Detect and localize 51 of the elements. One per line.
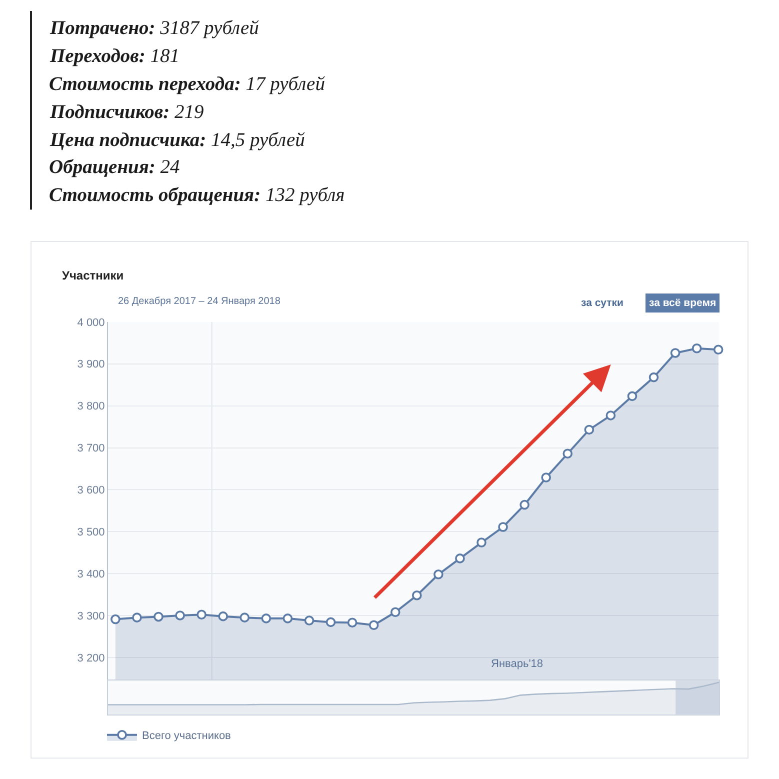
legend-label: Всего участников — [142, 730, 232, 742]
point — [154, 612, 164, 622]
y-tick-label: 3 300 — [77, 610, 105, 622]
text: Потрачено: 3187 рублей — [49, 18, 260, 39]
text: Подписчиков: 219 — [49, 102, 204, 123]
text: Переходов: 181 — [49, 46, 180, 67]
point — [520, 500, 530, 510]
point — [584, 424, 594, 435]
point — [455, 554, 465, 564]
text: Обращения: 24 — [49, 157, 180, 178]
point — [196, 610, 206, 620]
point — [562, 448, 573, 459]
point — [304, 616, 314, 626]
y-tick-label: 3 500 — [77, 526, 105, 538]
point — [218, 611, 228, 622]
point — [670, 348, 680, 358]
text: Стоимость перехода: 17 рублей — [49, 74, 326, 95]
point — [282, 614, 293, 624]
point — [692, 343, 702, 354]
y-tick-label: 3 900 — [77, 358, 105, 371]
y-tick-label: 3 700 — [77, 442, 105, 455]
point — [498, 522, 508, 532]
text: Цена подписчика: 14,5 рублей — [49, 130, 306, 151]
chart-subtitle: 26 Декабря 2017 – 24 Января 2018 — [118, 296, 281, 307]
chart-title: Участники — [62, 268, 124, 282]
point — [627, 391, 638, 402]
point — [434, 569, 444, 580]
point — [713, 344, 724, 355]
y-tick-label: 4 000 — [77, 316, 105, 329]
point — [412, 590, 422, 600]
point — [175, 610, 185, 620]
y-tick-label: 3 400 — [77, 568, 105, 580]
y-tick-label: 3 600 — [77, 484, 105, 497]
point — [326, 617, 336, 628]
point — [368, 620, 379, 630]
point — [541, 472, 551, 482]
text: за всё время — [649, 297, 716, 309]
point — [240, 612, 250, 622]
point — [347, 618, 358, 628]
y-tick-label: 3 800 — [77, 400, 105, 413]
point — [110, 614, 120, 624]
annotation: Январь'18 — [491, 658, 544, 670]
text: Стоимость обращения: 132 рубля — [49, 185, 345, 206]
point — [261, 614, 272, 624]
point — [476, 538, 486, 548]
point — [390, 607, 400, 618]
point — [606, 410, 616, 420]
point — [132, 612, 142, 622]
y-tick-label: 3 200 — [77, 652, 105, 664]
text: за сутки — [581, 297, 624, 309]
point — [648, 372, 659, 382]
